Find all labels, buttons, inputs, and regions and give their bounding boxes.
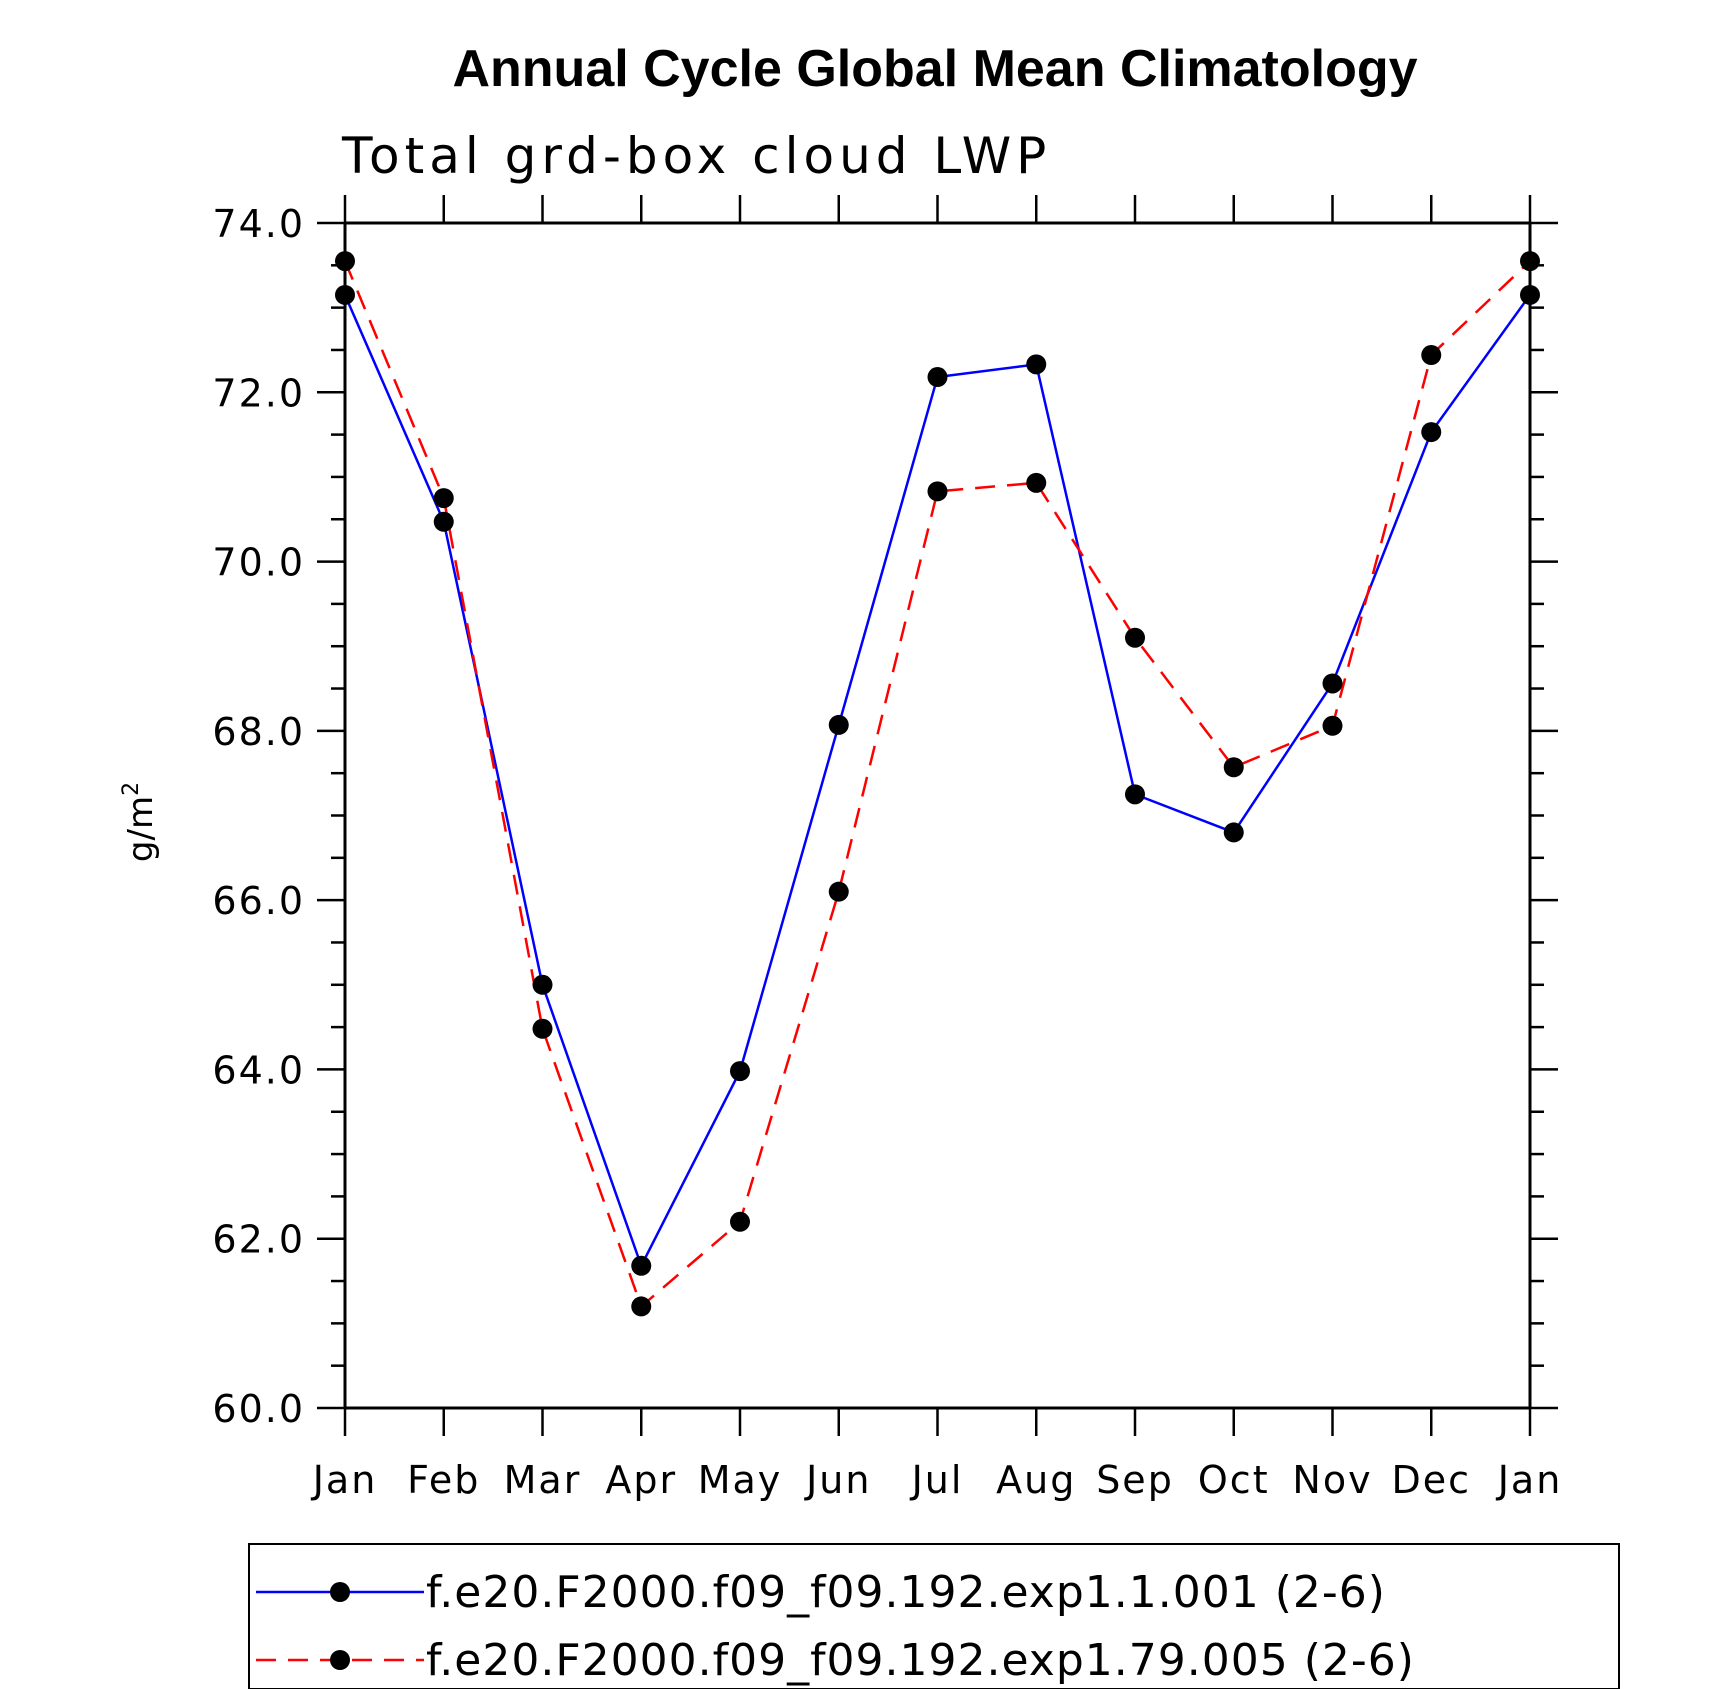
x-tick-label: Jan	[311, 1458, 378, 1502]
series-1-point	[433, 511, 454, 532]
series-2-point	[1125, 627, 1145, 648]
x-tick-label: May	[698, 1458, 783, 1502]
x-tick-label: Feb	[407, 1458, 480, 1502]
series-2-point	[433, 488, 454, 509]
x-tick-label: Jan	[1496, 1458, 1563, 1502]
x-tick-label: Sep	[1096, 1458, 1174, 1502]
y-axis-label-unit: g/m	[121, 796, 161, 862]
legend-marker-1	[330, 1582, 350, 1602]
series-2-point	[1223, 757, 1244, 778]
series-2-point	[1322, 715, 1343, 736]
series-line-2	[343, 260, 1531, 1309]
series-2-point	[631, 1296, 652, 1317]
x-tick-label: Dec	[1391, 1458, 1471, 1502]
y-tick-label: 64.0	[212, 1048, 305, 1092]
series-1-point	[1026, 354, 1047, 375]
series-2-point	[335, 251, 355, 272]
legend-entries: f.e20.F2000.f09_f09.192.exp1.1.001 (2-6)…	[256, 1567, 1415, 1686]
series-1-point	[532, 974, 553, 995]
legend-marker-2	[330, 1650, 350, 1670]
series-1-point	[1125, 784, 1145, 805]
series-1-point	[1322, 673, 1343, 694]
x-tick-label: Apr	[605, 1458, 677, 1502]
series-lines	[343, 260, 1532, 1309]
series-1-point	[631, 1255, 652, 1276]
series-1-point	[1223, 822, 1244, 843]
legend-box	[248, 1543, 1620, 1689]
series-1-point	[335, 284, 355, 305]
x-tick-labels: Jan Feb Mar Apr May Jun Jul Aug Sep Oct Nov Dec Jan	[311, 1458, 1563, 1502]
y-tick-labels: 60.0 62.0 64.0 66.0 68.0 70.0 72.0 74.0	[212, 202, 305, 1431]
series-line-1	[343, 294, 1532, 1269]
legend: f.e20.F2000.f09_f09.192.exp1.1.001 (2-6)…	[248, 1543, 1620, 1689]
x-tick-label: Jul	[910, 1458, 964, 1502]
legend-label-1: f.e20.F2000.f09_f09.192.exp1.1.001 (2-6)	[426, 1567, 1386, 1618]
x-tick-label: Aug	[996, 1458, 1076, 1502]
x-tick-label: Oct	[1198, 1458, 1270, 1502]
svg-text:g/m2: g/m2	[119, 782, 161, 862]
y-tick-label: 66.0	[212, 879, 305, 923]
y-tick-label: 62.0	[212, 1218, 305, 1262]
axis-ticks	[317, 195, 1558, 1436]
series-2-point	[828, 881, 849, 902]
y-tick-label: 72.0	[212, 371, 305, 415]
plot-frame	[343, 221, 1532, 1410]
y-axis-label: g/m2	[119, 782, 161, 862]
series-2-point	[1026, 472, 1047, 493]
series-1-point	[1421, 422, 1442, 443]
series-1-point	[927, 367, 948, 388]
chart-title: Annual Cycle Global Mean Climatology	[452, 40, 1417, 98]
series-2-point	[1520, 251, 1540, 272]
y-tick-label: 74.0	[212, 202, 305, 246]
x-tick-label: Jun	[804, 1458, 871, 1502]
legend-label-2: f.e20.F2000.f09_f09.192.exp1.79.005 (2-6…	[426, 1635, 1415, 1686]
series-2-point	[1421, 345, 1442, 366]
series-1-point	[730, 1061, 750, 1082]
chart-subtitle: Total grd-box cloud LWP	[341, 127, 1051, 185]
y-tick-label: 60.0	[212, 1387, 305, 1431]
y-tick-label: 68.0	[212, 710, 305, 754]
series-2-point	[730, 1211, 750, 1232]
x-tick-label: Mar	[504, 1458, 582, 1502]
series-1-point	[1520, 284, 1540, 305]
y-axis-label-superscript: 2	[119, 782, 144, 796]
x-tick-label: Nov	[1292, 1458, 1372, 1502]
series-1-point	[828, 714, 849, 735]
y-tick-label: 70.0	[212, 541, 305, 585]
series-2-point	[532, 1018, 553, 1039]
series-markers	[335, 251, 1540, 1317]
series-2-point	[927, 481, 948, 502]
